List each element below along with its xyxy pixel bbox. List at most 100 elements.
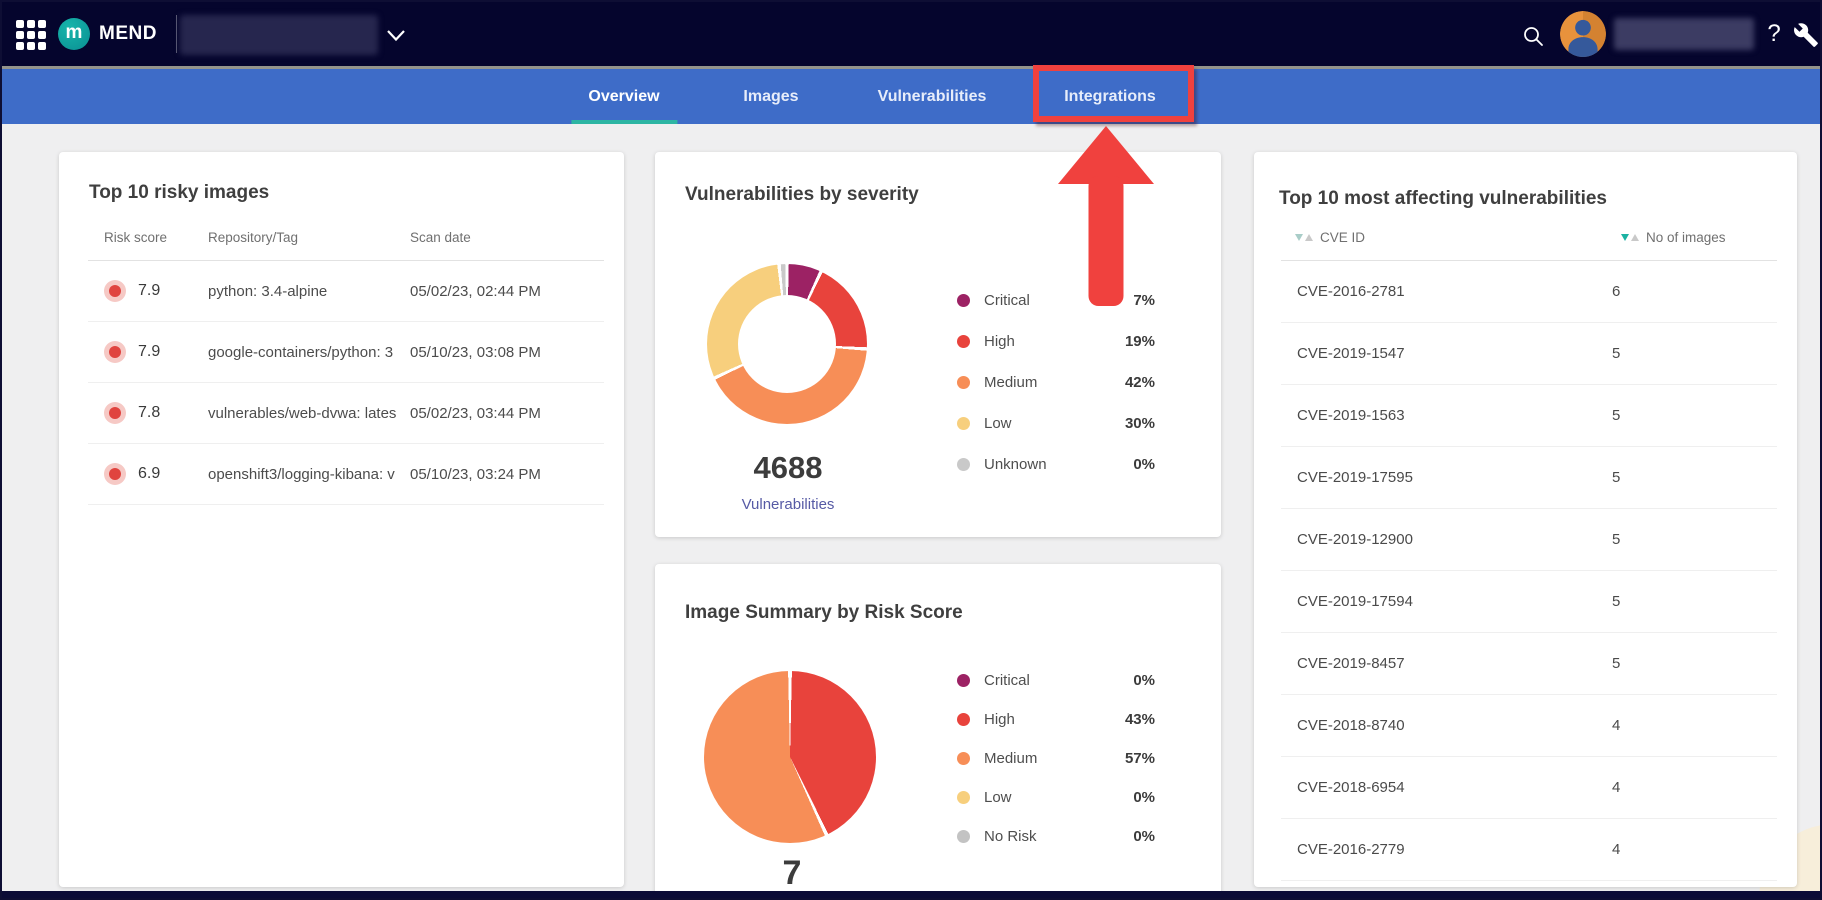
column-cve-id-sort[interactable]: CVE ID bbox=[1295, 230, 1365, 245]
cve-row[interactable]: CVE-2019-17595 5 bbox=[1281, 447, 1777, 509]
unknown-dot bbox=[957, 458, 970, 471]
card-title: Image Summary by Risk Score bbox=[685, 602, 963, 623]
legend-item: No Risk 0% bbox=[957, 817, 1155, 856]
no-of-images: 5 bbox=[1612, 407, 1621, 424]
image-summary-card: Image Summary by Risk Score Critical 0% Hi… bbox=[655, 564, 1221, 898]
low-dot bbox=[957, 791, 970, 804]
cve-table: CVE-2016-2781 6 CVE-2019-1547 5 CVE-2019-156… bbox=[1281, 261, 1777, 881]
org-selector-dropdown[interactable] bbox=[180, 14, 412, 56]
vulnerabilities-by-severity-card: Vulnerabilities by severity 4688 Vulnera… bbox=[655, 152, 1221, 537]
risk-dot-icon bbox=[104, 341, 126, 363]
risky-image-row[interactable]: 6.9 openshift3/logging-kibana: v 05/10/23,… bbox=[88, 444, 604, 505]
no-of-images: 5 bbox=[1612, 655, 1621, 672]
risk-score-value: 7.9 bbox=[138, 343, 161, 360]
legend-percent: 19% bbox=[1124, 333, 1155, 350]
cve-id: CVE-2019-12900 bbox=[1297, 531, 1413, 548]
scan-date: 05/02/23, 03:44 PM bbox=[410, 404, 541, 422]
cve-id: CVE-2019-17594 bbox=[1297, 593, 1413, 610]
cve-row[interactable]: CVE-2016-2779 4 bbox=[1281, 819, 1777, 881]
tab-vulnerabilities[interactable]: Vulnerabilities bbox=[877, 88, 987, 105]
images-total: 7 bbox=[782, 854, 802, 892]
severity-donut-chart[interactable] bbox=[707, 264, 867, 424]
table-header-divider bbox=[1281, 260, 1777, 261]
cve-row[interactable]: CVE-2019-1563 5 bbox=[1281, 385, 1777, 447]
no-of-images: 5 bbox=[1612, 531, 1621, 548]
risk-score-value: 7.9 bbox=[138, 282, 161, 299]
avatar bbox=[1560, 11, 1606, 57]
high-dot bbox=[957, 713, 970, 726]
legend-label: No Risk bbox=[984, 828, 1037, 845]
no-of-images: 6 bbox=[1612, 283, 1621, 300]
critical-dot bbox=[957, 294, 970, 307]
tab-integrations[interactable]: Integrations bbox=[1064, 88, 1156, 105]
tab-images[interactable]: Images bbox=[743, 88, 799, 105]
medium-dot bbox=[957, 376, 970, 389]
column-repository-tag: Repository/Tag bbox=[208, 230, 299, 245]
card-title: Top 10 risky images bbox=[89, 182, 270, 203]
risk-dot-icon bbox=[104, 463, 126, 485]
repository-tag: python: 3.4-alpine bbox=[208, 282, 328, 300]
card-title: Vulnerabilities by severity bbox=[685, 184, 919, 205]
repository-tag: google-containers/python: 3 bbox=[208, 343, 394, 361]
help-icon[interactable]: ? bbox=[1767, 20, 1781, 47]
critical-dot bbox=[957, 674, 970, 687]
legend-label: High bbox=[984, 711, 1015, 728]
brand-name: MEND bbox=[99, 23, 157, 44]
vulnerabilities-total: 4688 bbox=[753, 450, 823, 485]
cve-row[interactable]: CVE-2018-8740 4 bbox=[1281, 695, 1777, 757]
tab-overview[interactable]: Overview bbox=[571, 69, 677, 124]
risky-image-row[interactable]: 7.9 python: 3.4-alpine 05/02/23, 02:44 PM bbox=[88, 261, 604, 322]
legend-item: Low 30% bbox=[957, 403, 1155, 444]
legend-percent: 0% bbox=[1133, 672, 1155, 689]
risk-dot-core bbox=[109, 346, 121, 358]
mend-logo[interactable]: m MEND bbox=[58, 18, 157, 50]
repository-tag: openshift3/logging-kibana: v bbox=[208, 465, 395, 483]
scan-date: 05/02/23, 02:44 PM bbox=[410, 282, 541, 300]
top-risky-images-card: Top 10 risky images Risk score Repositor… bbox=[59, 152, 624, 887]
vulnerabilities-link[interactable]: Vulnerabilities bbox=[741, 496, 835, 513]
column-no-of-images-sort[interactable]: No of images bbox=[1621, 230, 1777, 245]
low-dot bbox=[957, 417, 970, 430]
risky-image-row[interactable]: 7.9 google-containers/python: 3 05/10/23, … bbox=[88, 322, 604, 383]
cve-id: CVE-2019-1563 bbox=[1297, 407, 1405, 424]
cve-row[interactable]: CVE-2019-17594 5 bbox=[1281, 571, 1777, 633]
risk-score-cell: 7.9 bbox=[104, 341, 208, 363]
legend-percent: 42% bbox=[1124, 374, 1155, 391]
legend-item: High 19% bbox=[957, 321, 1155, 362]
cve-row[interactable]: CVE-2019-12900 5 bbox=[1281, 509, 1777, 571]
risk-dot-icon bbox=[104, 402, 126, 424]
app-grid-icon[interactable] bbox=[16, 20, 48, 52]
severity-legend: Critical 7% High 19% Medium 42% Low 30% Unknown 0… bbox=[957, 280, 1155, 485]
legend-percent: 0% bbox=[1133, 456, 1155, 473]
no-of-images: 4 bbox=[1612, 841, 1621, 858]
legend-item: Unknown 0% bbox=[957, 444, 1155, 485]
cve-row[interactable]: CVE-2018-6954 4 bbox=[1281, 757, 1777, 819]
legend-label: Medium bbox=[984, 374, 1038, 391]
no-of-images: 5 bbox=[1612, 593, 1621, 610]
scan-date: 05/10/23, 03:08 PM bbox=[410, 343, 541, 361]
bottom-frame-bar bbox=[2, 891, 1820, 898]
cve-row[interactable]: CVE-2019-1547 5 bbox=[1281, 323, 1777, 385]
top-header: m MEND ? bbox=[2, 2, 1820, 69]
legend-label: Medium bbox=[984, 750, 1038, 767]
no-of-images: 4 bbox=[1612, 717, 1621, 734]
legend-percent: 7% bbox=[1133, 292, 1155, 309]
cve-row[interactable]: CVE-2019-8457 5 bbox=[1281, 633, 1777, 695]
active-tab-underline bbox=[571, 120, 677, 124]
risk-dot-core bbox=[109, 407, 121, 419]
cve-row[interactable]: CVE-2016-2781 6 bbox=[1281, 261, 1777, 323]
mend-logo-icon: m bbox=[58, 18, 90, 50]
wrench-icon[interactable] bbox=[1793, 22, 1819, 48]
risk-score-value: 7.8 bbox=[138, 404, 161, 421]
search-icon[interactable] bbox=[1521, 24, 1545, 48]
risky-image-row[interactable]: 7.8 vulnerables/web-dvwa: lates 05/02/23, … bbox=[88, 383, 604, 444]
cve-id: CVE-2019-8457 bbox=[1297, 655, 1405, 672]
repository-tag: vulnerables/web-dvwa: lates bbox=[208, 404, 397, 422]
legend-percent: 43% bbox=[1124, 711, 1155, 728]
legend-label: Low bbox=[984, 789, 1012, 806]
risk-score-pie-chart[interactable] bbox=[704, 671, 876, 843]
legend-item: Low 0% bbox=[957, 778, 1155, 817]
user-menu[interactable] bbox=[1560, 11, 1754, 57]
sort-icon-active bbox=[1621, 234, 1639, 241]
legend-label: Low bbox=[984, 415, 1012, 432]
